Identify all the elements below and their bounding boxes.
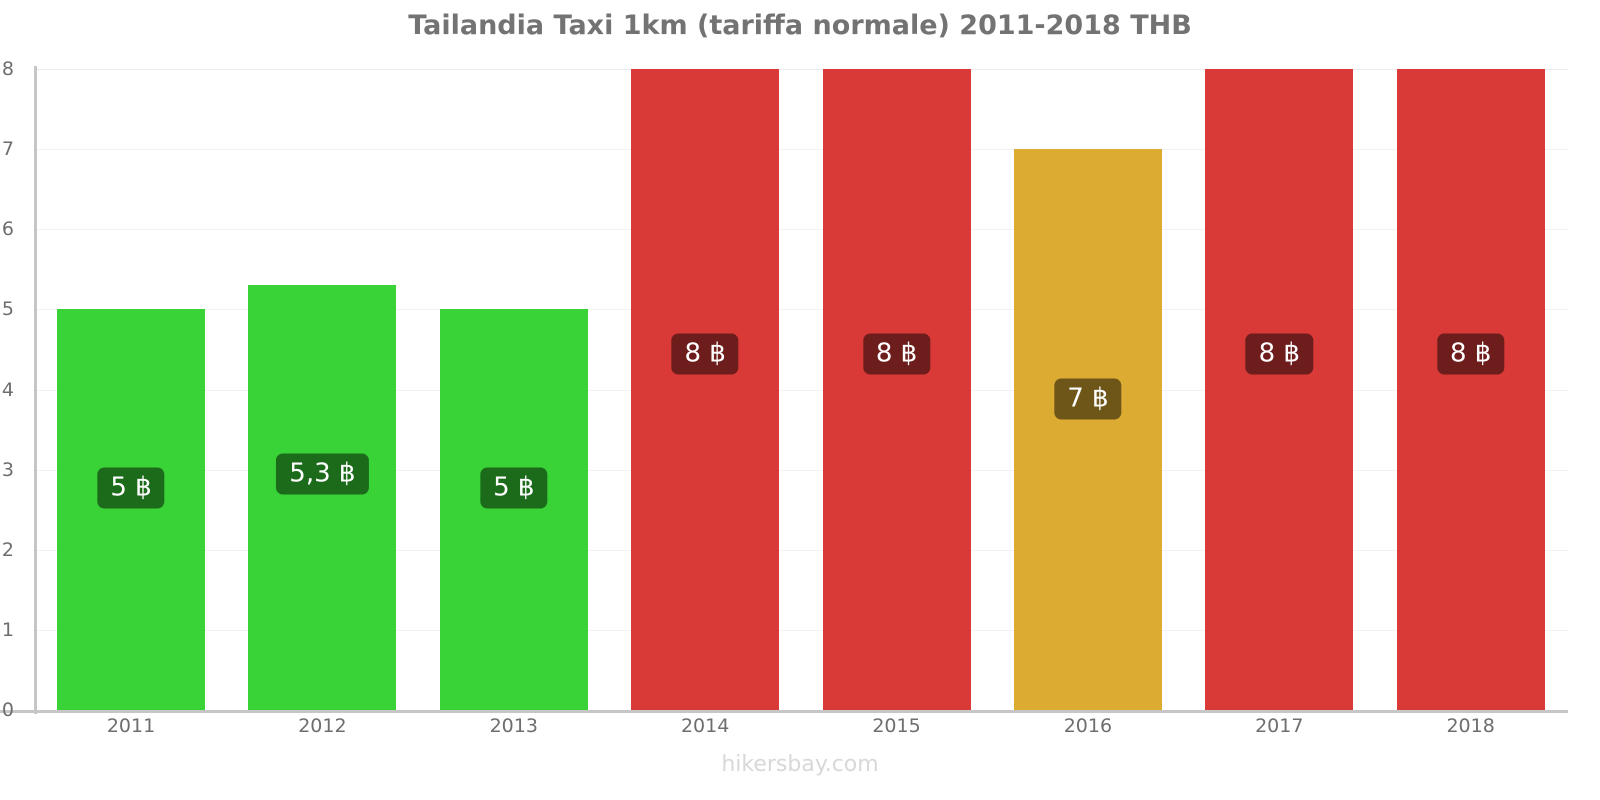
gridline-5 <box>37 309 1568 311</box>
bar-2016[interactable] <box>1013 149 1162 710</box>
x-tick-label-2016: 2016 <box>1063 715 1113 737</box>
plot-area: 5 ฿ 5,3 ฿ 5 ฿ 8 ฿ 8 ฿ 7 ฿ 8 ฿ 8 ฿ <box>37 69 1568 710</box>
x-tick-label-2017: 2017 <box>1255 715 1304 737</box>
value-label-2016: 7 ฿ <box>1054 378 1122 420</box>
bar-2018[interactable] <box>1396 69 1545 710</box>
y-tick-label-7: 7 <box>1 138 14 161</box>
chart-title: Tailandia Taxi 1km (tariffa normale) 201… <box>408 10 1192 41</box>
x-tick-label-2011: 2011 <box>106 715 156 737</box>
x-tick-label-2015: 2015 <box>872 715 921 737</box>
y-tick-label-1: 1 <box>1 618 14 641</box>
gridline-6 <box>37 229 1568 231</box>
x-tick-label-2013: 2013 <box>489 715 538 737</box>
x-axis-baseline <box>0 710 1568 713</box>
y-tick-label-8: 8 <box>1 58 14 80</box>
gridline-4 <box>37 389 1568 391</box>
y-axis-line <box>34 66 37 714</box>
y-tick-label-5: 5 <box>1 298 14 321</box>
gridline-3 <box>37 469 1568 471</box>
gridline-2 <box>37 549 1568 551</box>
y-tick-label-0: 0 <box>1 699 14 721</box>
value-label-2011: 5 ฿ <box>97 467 165 509</box>
footer-watermark: hikersbay.com <box>721 752 879 777</box>
bar-2013[interactable] <box>439 309 588 710</box>
value-label-2013: 5 ฿ <box>480 467 548 509</box>
value-label-2014: 8 ฿ <box>671 333 739 375</box>
gridline-8 <box>37 69 1568 70</box>
value-label-2012: 5,3 ฿ <box>276 453 369 495</box>
gridline-1 <box>37 629 1568 631</box>
bar-2011[interactable] <box>57 309 205 710</box>
value-label-2018: 8 ฿ <box>1436 333 1505 375</box>
y-tick-label-3: 3 <box>1 458 14 481</box>
gridline-7 <box>37 149 1568 151</box>
bar-2017[interactable] <box>1205 69 1354 710</box>
bar-2014[interactable] <box>631 69 780 710</box>
y-tick-label-4: 4 <box>1 378 14 401</box>
x-tick-label-2018: 2018 <box>1446 715 1495 737</box>
x-tick-label-2014: 2014 <box>680 715 730 737</box>
bar-2015[interactable] <box>822 69 971 710</box>
bar-2012[interactable] <box>248 285 397 710</box>
y-tick-label-2: 2 <box>1 538 14 561</box>
value-label-2017: 8 ฿ <box>1245 333 1313 375</box>
value-label-2015: 8 ฿ <box>862 333 931 375</box>
y-tick-label-6: 6 <box>1 218 14 241</box>
x-tick-label-2012: 2012 <box>298 715 347 737</box>
